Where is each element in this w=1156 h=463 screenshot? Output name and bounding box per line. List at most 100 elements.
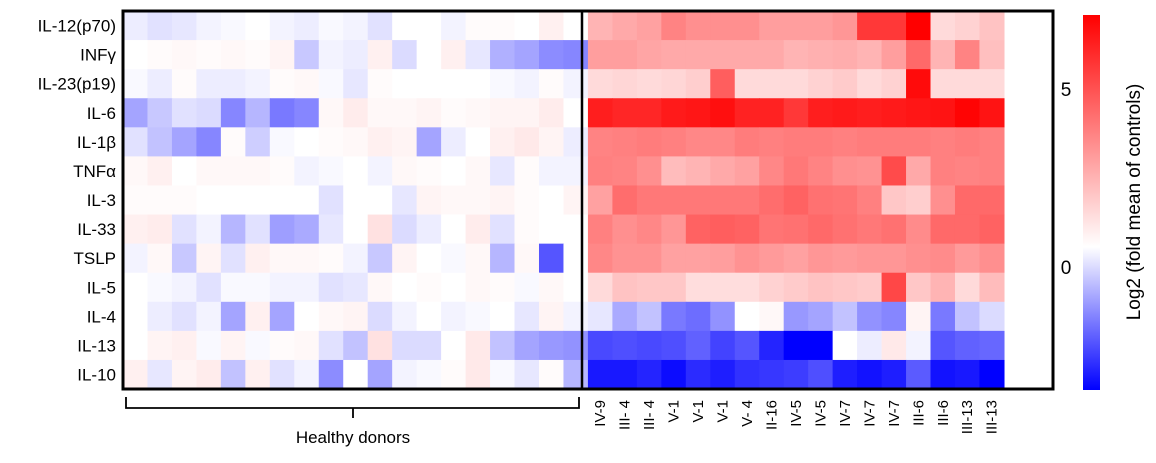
row-label: TSLP xyxy=(73,249,116,268)
heatmap-cell xyxy=(881,359,907,390)
heatmap-cell xyxy=(147,40,173,70)
heatmap-cell xyxy=(759,214,785,245)
heatmap-cell xyxy=(612,301,638,332)
heatmap-cell xyxy=(930,243,956,274)
column-label: II-16 xyxy=(763,400,780,430)
heatmap-cell xyxy=(685,185,711,216)
heatmap-cell xyxy=(954,330,981,361)
heatmap-cell xyxy=(171,185,198,216)
heatmap-cell xyxy=(367,359,393,390)
heatmap-cell xyxy=(783,243,809,274)
heatmap-cell xyxy=(171,69,198,99)
heatmap-cell xyxy=(245,243,271,274)
heatmap-cell xyxy=(636,98,662,128)
heatmap-cell xyxy=(587,156,613,187)
heatmap-cell xyxy=(685,11,711,41)
heatmap-cell xyxy=(416,359,442,390)
heatmap-cell xyxy=(612,156,638,187)
heatmap-cell xyxy=(367,98,393,128)
row-label: IL-13 xyxy=(77,336,116,355)
heatmap-cell xyxy=(220,127,246,157)
heatmap-cell xyxy=(245,11,271,41)
row-label: IL-6 xyxy=(87,104,116,123)
heatmap-cell xyxy=(490,156,516,187)
heatmap-cell xyxy=(392,185,418,216)
colorbar-tick-label: 0 xyxy=(1061,258,1072,279)
heatmap-cell xyxy=(832,243,858,274)
heatmap-cell xyxy=(269,11,295,41)
heatmap-cell xyxy=(147,301,173,332)
healthy-donors-label: Healthy donors xyxy=(296,428,410,447)
heatmap-cell xyxy=(808,185,834,216)
heatmap-cell xyxy=(930,98,956,128)
heatmap-cell xyxy=(661,69,687,99)
heatmap-cell xyxy=(245,359,271,390)
heatmap-cell xyxy=(954,69,981,99)
heatmap-cell xyxy=(857,359,883,390)
heatmap-cell xyxy=(367,214,393,245)
heatmap-cell xyxy=(881,243,907,274)
heatmap-cell xyxy=(171,330,198,361)
heatmap-cell xyxy=(685,330,711,361)
heatmap-cell xyxy=(881,40,907,70)
heatmap-cell xyxy=(783,301,809,332)
heatmap-cell xyxy=(294,40,320,70)
heatmap-cell xyxy=(343,359,369,390)
heatmap-cell xyxy=(906,40,932,70)
heatmap-cell xyxy=(367,40,393,70)
heatmap-cell xyxy=(954,127,981,157)
heatmap-cell xyxy=(857,301,883,332)
heatmap-cell xyxy=(685,156,711,187)
heatmap-cell xyxy=(906,330,932,361)
heatmap-cell xyxy=(490,214,516,245)
heatmap-cell xyxy=(734,11,760,41)
heatmap-cell xyxy=(294,359,320,390)
heatmap-cell xyxy=(343,301,369,332)
heatmap-cell xyxy=(563,272,589,303)
heatmap-cell xyxy=(881,301,907,332)
heatmap-cell xyxy=(490,243,516,274)
heatmap-cell xyxy=(123,127,149,157)
heatmap-cell xyxy=(563,11,589,41)
heatmap-cell xyxy=(416,69,442,99)
heatmap-cell xyxy=(734,127,760,157)
heatmap-cell xyxy=(881,214,907,245)
heatmap-cell xyxy=(367,156,393,187)
heatmap-cell xyxy=(294,185,320,216)
heatmap-cell xyxy=(881,330,907,361)
heatmap-cell xyxy=(269,69,295,99)
heatmap-cell xyxy=(538,40,565,70)
heatmap-cell xyxy=(587,69,613,99)
heatmap-cell xyxy=(318,359,344,390)
heatmap-cell xyxy=(514,98,540,128)
heatmap-cell xyxy=(954,272,981,303)
heatmap-cell xyxy=(343,98,369,128)
heatmap-cell xyxy=(441,185,467,216)
heatmap-cell xyxy=(416,127,442,157)
heatmap-cell xyxy=(930,156,956,187)
heatmap-cell xyxy=(416,98,442,128)
heatmap-cell xyxy=(783,98,809,128)
colorbar-tick-label: 5 xyxy=(1061,80,1072,101)
row-label: IL-4 xyxy=(87,307,116,326)
heatmap-cell xyxy=(587,301,613,332)
heatmap-cell xyxy=(832,127,858,157)
heatmap-cell xyxy=(783,272,809,303)
heatmap-cell xyxy=(318,40,344,70)
heatmap-cell xyxy=(416,243,442,274)
heatmap-cell xyxy=(490,127,516,157)
row-label: IL-5 xyxy=(87,278,116,297)
heatmap-cell xyxy=(171,243,198,274)
row-label: TNFα xyxy=(73,162,116,181)
heatmap-cell xyxy=(294,330,320,361)
heatmap-cell xyxy=(220,359,246,390)
heatmap-cell xyxy=(832,272,858,303)
heatmap-cell xyxy=(612,272,638,303)
heatmap-cell xyxy=(881,69,907,99)
heatmap-cell xyxy=(123,214,149,245)
heatmap-cell xyxy=(832,11,858,41)
heatmap-cell xyxy=(416,185,442,216)
heatmap-cell xyxy=(636,330,662,361)
heatmap-cell xyxy=(269,98,295,128)
